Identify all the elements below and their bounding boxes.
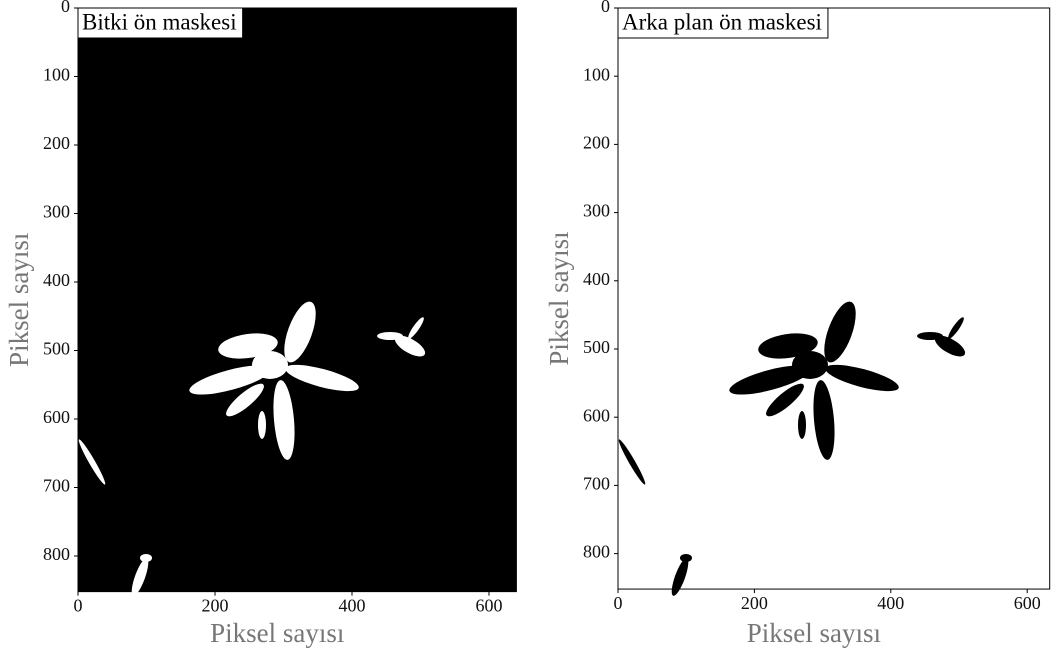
panel-title: Arka plan ön maskesi [622,9,822,34]
y-tick-label: 400 [43,270,70,290]
x-tick-label: 400 [339,596,366,616]
y-tick-label: 300 [43,202,70,222]
x-tick-label: 600 [476,596,503,616]
y-tick-label: 200 [43,133,70,153]
y-tick-label: 100 [583,64,610,84]
x-tick-label: 0 [614,593,623,613]
y-tick-label: 200 [583,133,610,153]
x-axis-label: Piksel sayısı [210,618,344,648]
y-tick-label: 600 [583,405,610,425]
y-tick-label: 500 [583,337,610,357]
image-area [78,8,516,592]
y-tick-label: 400 [583,269,610,289]
x-tick-label: 0 [74,596,83,616]
y-tick-label: 700 [43,476,70,496]
y-tick-label: 500 [43,339,70,359]
y-tick-label: 700 [583,474,610,494]
y-tick-label: 100 [43,65,70,85]
x-tick-label: 200 [202,596,229,616]
x-tick-label: 400 [877,593,904,613]
x-tick-label: 200 [741,593,768,613]
y-tick-label: 800 [583,542,610,562]
figure: 0 200 400 600 0 100 200 300 400 500 600 700 800 Pikse… [0,0,1051,653]
x-axis-label: Piksel sayısı [747,618,881,648]
y-tick-label: 0 [61,0,70,16]
image-area [618,8,1050,589]
y-tick-label: 0 [601,0,610,16]
y-tick-label: 300 [583,201,610,221]
x-tick-label: 600 [1014,593,1041,613]
y-tick-label: 800 [43,544,70,564]
y-tick-label: 600 [43,407,70,427]
y-axis-label: Piksel sayısı [4,233,34,367]
y-axis-label: Piksel sayısı [544,231,574,365]
panel-title: Bitki ön maskesi [82,9,237,34]
